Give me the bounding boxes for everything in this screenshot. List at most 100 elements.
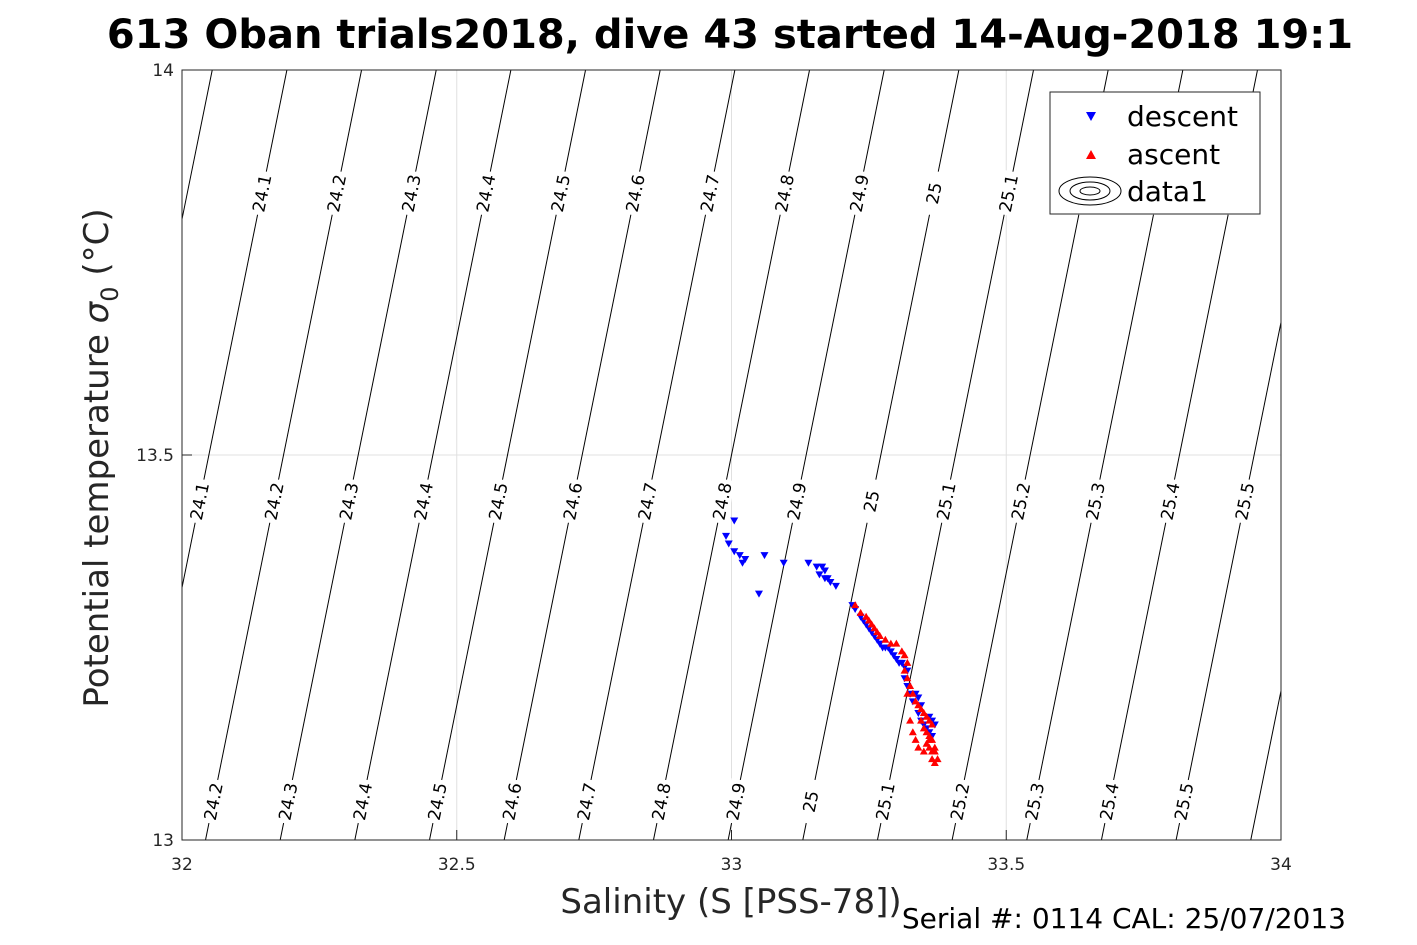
ascent-point (903, 658, 912, 666)
ascent-point (930, 747, 939, 755)
ascent-point (886, 639, 895, 647)
legend-ascent-marker (1086, 150, 1096, 159)
isopycnal-label-bg (1096, 778, 1123, 825)
ascent-point (906, 716, 915, 724)
isopycnal-label-bg (559, 477, 587, 525)
ascent-point (925, 735, 934, 743)
isopycnal-label-bg (260, 477, 288, 525)
legend-box (1049, 91, 1261, 215)
isopycnal-label-bg (200, 778, 227, 825)
ascent-point (903, 689, 912, 697)
descent-point (724, 540, 733, 548)
isopycnal-label: 25 (923, 181, 947, 206)
descent-point (804, 559, 813, 567)
ascent-point (908, 728, 917, 736)
descent-point (779, 559, 788, 567)
ascent-point (892, 639, 901, 647)
isopycnal-label-bg (424, 778, 451, 825)
isopycnal-label-bg (946, 778, 974, 825)
descent-point (889, 652, 898, 660)
isopycnal-label-bg (573, 778, 600, 825)
ascent-point (906, 682, 915, 689)
ascent-point (928, 720, 937, 728)
y-tick-label: 13.5 (136, 446, 174, 466)
isopycnal-label-bg (1021, 778, 1048, 825)
descent-point (820, 567, 829, 575)
x-tick-label: 32.5 (438, 855, 476, 875)
descent-point (812, 563, 821, 571)
descent-point (760, 552, 769, 560)
isopycnal-label-bg (1231, 477, 1258, 525)
isopycnal-label-bg (472, 169, 500, 217)
ascent-point (900, 651, 909, 659)
ascent-point (930, 759, 939, 766)
descent-point (730, 548, 739, 556)
y-axis-label: Potential temperature σ0 (°C) (77, 208, 124, 707)
legend-ascent-label: ascent (1127, 138, 1220, 171)
isopycnal-label-bg (648, 778, 675, 825)
isopycnal-line (1175, 322, 1282, 841)
isopycnal-label-bg (696, 169, 724, 217)
descent-point (730, 517, 739, 525)
descent-point (826, 579, 835, 587)
isopycnal-label-bg (872, 778, 899, 825)
legend-data1-contour-icon (1058, 176, 1122, 206)
isopycnal-label-bg (995, 169, 1022, 217)
isopycnal-label-bg (248, 169, 276, 217)
isopycnal-label-bg (484, 477, 512, 525)
isopycnal-label: 25 (860, 489, 884, 514)
isopycnal-label-bg (274, 778, 302, 825)
ascent-point (911, 735, 920, 743)
ascent-point (908, 689, 917, 697)
isopycnal-label-bg (722, 778, 750, 825)
descent-point (815, 571, 824, 579)
legend-descent-label: descent (1127, 100, 1238, 133)
isopycnal-label-bg (797, 778, 824, 825)
isopycnal-label-bg (335, 477, 363, 525)
descent-point (818, 563, 827, 571)
isopycnal-label-bg (1007, 477, 1034, 525)
isopycnal-label: 25 (800, 789, 824, 814)
ascent-point (922, 739, 931, 747)
legend-data1-label: data1 (1127, 175, 1208, 208)
x-tick-label: 33 (721, 855, 743, 875)
x-tick-label: 32 (171, 855, 193, 875)
legend: descent ascent data1 (1049, 91, 1261, 215)
isopycnal-labels: 24.1 24.2 24.3 24.4 24.5 24.6 24.7 24.8 24.9 25 25… (186, 169, 1259, 825)
ascent-point (881, 635, 890, 643)
x-tick-label: 34 (1270, 855, 1292, 875)
isopycnal-label-bg (547, 169, 574, 217)
descent-point (722, 532, 731, 540)
descent-point (820, 575, 829, 583)
descent-point (735, 552, 744, 560)
ascent-point (914, 743, 923, 751)
isopycnal-label-bg (323, 169, 350, 217)
isopycnal-label-bg (771, 169, 798, 217)
isopycnal-label-bg (1156, 477, 1184, 525)
chart-title: 613 Oban trials2018, dive 43 started 14-… (107, 12, 1353, 58)
isopycnal-label-bg (920, 169, 948, 217)
isopycnal-label-bg (708, 477, 736, 525)
descent-point (892, 656, 901, 664)
ascent-point (917, 716, 926, 724)
axis-ticks: 32 32.5 33 33.5 34 13 13.5 14 (136, 61, 1292, 875)
y-tick-label: 14 (152, 61, 174, 81)
descent-point (831, 582, 840, 590)
isopycnal-label-bg (410, 477, 437, 525)
descent-point (754, 590, 763, 598)
data-markers (722, 517, 942, 766)
isopycnal-label-bg (398, 169, 425, 217)
isopycnal-label-bg (858, 477, 885, 525)
isopycnal-label-bg (846, 169, 873, 217)
isopycnal-line (1250, 690, 1282, 841)
descent-point (741, 555, 750, 563)
descent-point (897, 659, 906, 667)
isopycnal-label-bg (932, 477, 960, 525)
isopycnal-label-bg (783, 477, 810, 525)
ascent-point (900, 666, 909, 674)
serial-cal-footer: Serial #: 0114 CAL: 25/07/2013 (902, 902, 1346, 935)
isopycnal-label-bg (1082, 477, 1109, 525)
isopycnal-label-bg (634, 477, 661, 525)
legend-descent-marker (1086, 112, 1096, 121)
